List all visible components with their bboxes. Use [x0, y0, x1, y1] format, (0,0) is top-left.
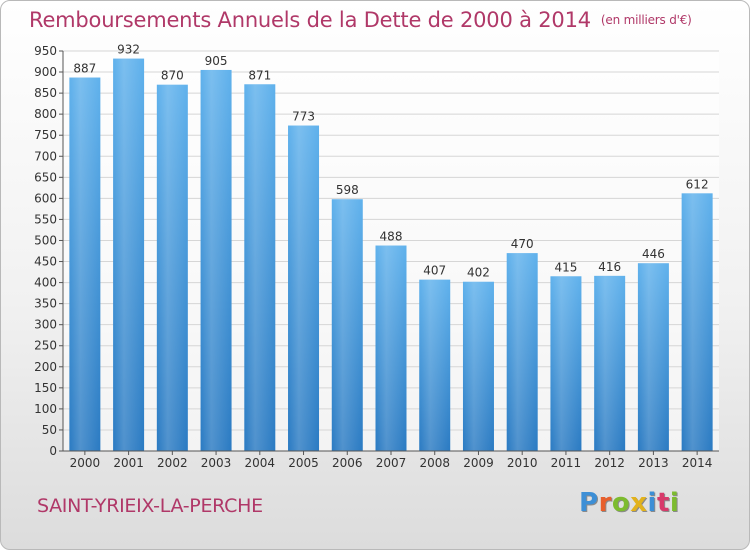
bar-value-label: 598 — [336, 183, 359, 197]
bar-value-label: 402 — [467, 266, 490, 280]
bar-value-label: 905 — [205, 54, 228, 68]
bar-shine-2007 — [375, 245, 407, 451]
logo-letter: P — [579, 488, 599, 518]
x-tick-label: 2006 — [332, 456, 363, 470]
x-tick-label: 2013 — [638, 456, 669, 470]
logo-letter: t — [656, 488, 670, 518]
chart-title: Remboursements Annuels de la Dette de 20… — [29, 8, 692, 32]
x-tick-label: 2004 — [245, 456, 276, 470]
bar-value-label: 871 — [248, 68, 271, 82]
y-tick-label: 150 — [34, 381, 57, 395]
bar-value-label: 446 — [642, 247, 665, 261]
bar-shine-2010 — [506, 253, 538, 451]
x-tick-label: 2002 — [157, 456, 188, 470]
logo-letter: r — [598, 488, 612, 518]
bar-shine-2012 — [594, 275, 626, 451]
bar-value-label: 870 — [161, 69, 184, 83]
city-name: SAINT-YRIEIX-LA-PERCHE — [37, 495, 263, 517]
y-tick-label: 950 — [34, 44, 57, 58]
logo-letter: x — [630, 488, 648, 518]
x-tick-label: 2007 — [376, 456, 407, 470]
bar-value-label: 773 — [292, 110, 315, 124]
bar-value-label: 415 — [554, 260, 577, 274]
bar-value-label: 932 — [117, 43, 140, 57]
bar-shine-2004 — [244, 84, 276, 452]
y-tick-label: 550 — [34, 212, 57, 226]
bar-shine-2003 — [200, 69, 232, 452]
bar-value-label: 887 — [73, 62, 96, 76]
bar-shine-2000 — [69, 77, 101, 452]
x-tick-label: 2000 — [70, 456, 101, 470]
bar-shine-2009 — [462, 281, 494, 451]
x-tick-label: 2001 — [113, 456, 144, 470]
bar-shine-2002 — [156, 84, 188, 452]
bar-shine-2006 — [331, 199, 363, 451]
y-tick-label: 50 — [42, 423, 57, 437]
bar-shine-2001 — [113, 58, 145, 451]
x-tick-label: 2012 — [594, 456, 625, 470]
y-tick-label: 250 — [34, 339, 57, 353]
logo-letter: o — [611, 488, 631, 518]
bar-shine-2005 — [288, 125, 320, 452]
x-tick-label: 2008 — [419, 456, 450, 470]
logo-letter: i — [669, 488, 680, 518]
y-tick-label: 350 — [34, 297, 57, 311]
bar-shine-2014 — [681, 193, 713, 451]
y-tick-label: 600 — [34, 191, 57, 205]
bar-value-label: 416 — [598, 260, 621, 274]
y-tick-label: 400 — [34, 276, 57, 290]
x-tick-label: 2014 — [682, 456, 713, 470]
bar-shine-2008 — [419, 279, 451, 451]
bar-value-label: 488 — [380, 230, 403, 244]
x-tick-label: 2010 — [507, 456, 538, 470]
y-tick-label: 200 — [34, 360, 57, 374]
y-tick-label: 500 — [34, 233, 57, 247]
chart-subtitle: (en milliers d'€) — [600, 13, 692, 27]
y-tick-label: 0 — [49, 444, 57, 458]
x-tick-label: 2003 — [201, 456, 232, 470]
y-tick-label: 450 — [34, 255, 57, 269]
y-tick-label: 850 — [34, 86, 57, 100]
y-tick-label: 800 — [34, 107, 57, 121]
y-tick-label: 300 — [34, 318, 57, 332]
y-tick-label: 650 — [34, 170, 57, 184]
y-tick-label: 900 — [34, 65, 57, 79]
y-tick-label: 100 — [34, 402, 57, 416]
x-tick-label: 2005 — [288, 456, 319, 470]
bar-shine-2013 — [637, 263, 669, 451]
chart-title-text: Remboursements Annuels de la Dette de 20… — [29, 8, 591, 32]
bar-value-label: 612 — [686, 177, 709, 191]
x-tick-label: 2009 — [463, 456, 494, 470]
y-tick-label: 700 — [34, 149, 57, 163]
bar-value-label: 407 — [423, 264, 446, 278]
bar-shine-2011 — [550, 276, 582, 451]
logo-letter: i — [647, 488, 657, 518]
x-tick-label: 2011 — [551, 456, 582, 470]
y-tick-label: 750 — [34, 128, 57, 142]
proxiti-logo: Proxiti — [579, 488, 679, 518]
bar-value-label: 470 — [511, 237, 534, 251]
